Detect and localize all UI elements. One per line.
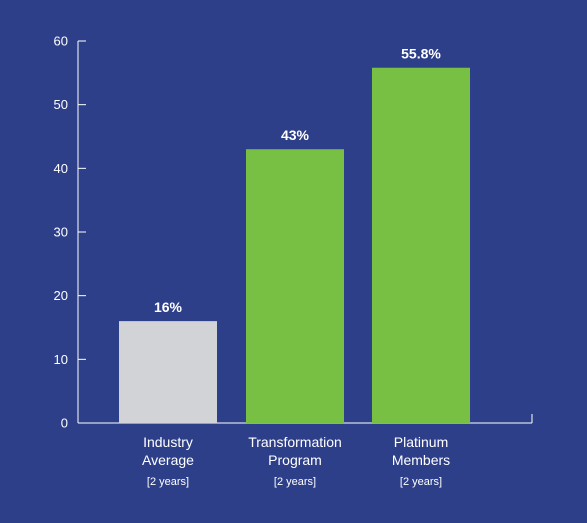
x-tick-label: Platinum xyxy=(394,434,448,450)
y-tick-label: 60 xyxy=(54,34,68,49)
x-tick-label: Program xyxy=(268,452,322,468)
y-tick-label: 30 xyxy=(54,225,68,240)
x-tick-note: [2 years] xyxy=(274,476,316,488)
bar xyxy=(246,149,344,423)
y-tick-label: 0 xyxy=(61,416,68,431)
x-tick-label: Average xyxy=(142,452,194,468)
bar xyxy=(372,67,470,424)
x-tick-note: [2 years] xyxy=(147,476,189,488)
x-tick-label: Members xyxy=(392,452,450,468)
data-label: 55.8% xyxy=(401,46,441,62)
y-tick-label: 20 xyxy=(54,288,68,303)
data-label: 43% xyxy=(281,127,310,143)
x-tick-label: Transformation xyxy=(248,434,342,450)
y-tick-label: 10 xyxy=(54,352,68,367)
x-tick-label: Industry xyxy=(143,434,193,450)
bar xyxy=(119,321,217,423)
data-label: 16% xyxy=(154,299,183,315)
y-tick-label: 40 xyxy=(54,161,68,176)
x-tick-note: [2 years] xyxy=(400,476,442,488)
y-tick-label: 50 xyxy=(54,97,68,112)
